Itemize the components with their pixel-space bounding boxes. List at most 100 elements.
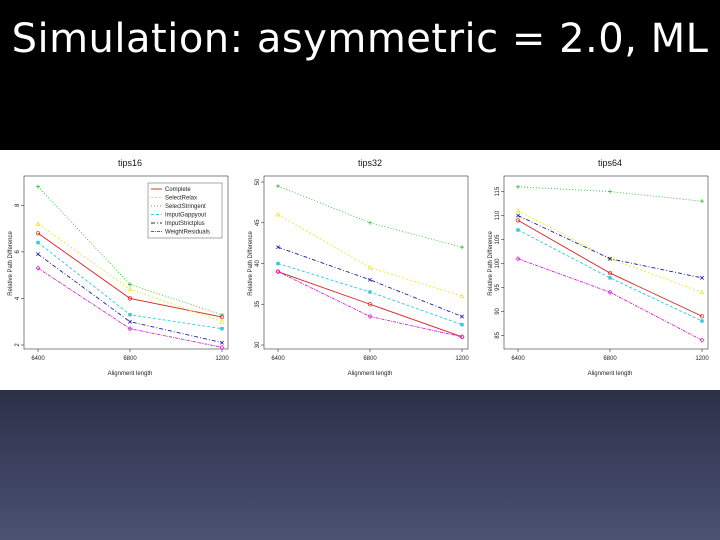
data-point	[128, 282, 132, 287]
data-point	[515, 218, 521, 223]
data-point	[516, 184, 520, 189]
data-point	[35, 231, 41, 236]
series-line	[517, 210, 703, 293]
chart-tips32: tips32 30 35 40 45 50 6400 6800 1200 Alignment le…	[248, 158, 469, 377]
x-axis-label: Alignment length	[348, 371, 393, 377]
data-point	[699, 314, 705, 319]
series-line	[37, 232, 223, 318]
data-point	[127, 326, 133, 332]
series-line	[37, 267, 223, 348]
chart-title: tips64	[598, 158, 622, 168]
data-point	[275, 211, 281, 217]
data-point	[699, 337, 705, 343]
data-point	[35, 265, 41, 271]
data-point	[607, 270, 613, 276]
data-point	[367, 313, 373, 319]
data-point	[700, 275, 704, 280]
data-point	[459, 334, 465, 340]
data-point	[275, 269, 281, 275]
chart-panel-tips64: tips64 85 90 95 100 105 110 115 6400 6800 1200 Alig…	[480, 150, 720, 390]
data-point	[276, 184, 280, 189]
series-line	[277, 263, 463, 326]
legend-label: Complete	[165, 187, 191, 193]
legend-label: ImputGappyout	[165, 213, 206, 219]
y-tick-label: 100	[495, 258, 501, 269]
data-point	[127, 286, 133, 292]
plot-frame	[23, 175, 229, 350]
series-line	[37, 186, 223, 316]
slide-bottom-band	[0, 390, 720, 540]
y-tick-label: 110	[495, 210, 501, 220]
data-point	[36, 184, 40, 189]
series-line	[37, 223, 223, 323]
data-point	[220, 312, 224, 317]
x-tick-label: 1200	[455, 356, 469, 362]
y-axis-label: Relative Path Difference	[488, 231, 494, 296]
data-point	[219, 318, 225, 324]
data-point	[608, 189, 612, 194]
series-line	[517, 219, 703, 317]
data-point	[608, 276, 612, 280]
legend-label: SelectStringent	[165, 204, 206, 210]
data-point	[36, 240, 40, 245]
y-tick-label: 90	[495, 307, 501, 314]
y-axis-label: Relative Path Difference	[248, 231, 254, 296]
x-tick-label: 1200	[695, 356, 709, 362]
y-tick-label: 115	[495, 186, 501, 196]
series-line	[277, 271, 463, 338]
y-tick-label: 4	[15, 296, 21, 300]
data-point	[700, 199, 704, 204]
data-point	[276, 245, 280, 250]
x-tick-label: 6400	[31, 356, 45, 362]
data-point	[459, 293, 465, 299]
x-tick-label: 6800	[603, 356, 617, 362]
data-point	[368, 220, 372, 225]
data-point	[220, 340, 224, 345]
series-line	[517, 229, 703, 322]
chart-tips64: tips64 85 90 95 100 105 110 115 6400 6800 1200 Alig…	[488, 158, 709, 377]
data-point	[515, 256, 521, 262]
series-line	[277, 246, 463, 317]
y-tick-label: 105	[495, 234, 501, 245]
data-point	[220, 327, 224, 331]
series-line	[277, 271, 463, 338]
plot-frame	[503, 175, 709, 350]
data-point	[460, 314, 464, 319]
data-point	[368, 290, 372, 294]
chart-title: tips16	[118, 158, 142, 168]
y-tick-label: 35	[255, 300, 261, 307]
data-point	[516, 213, 520, 218]
data-point	[128, 313, 132, 317]
series-line	[517, 215, 703, 279]
figure-strip: tips16 2 4 6 8 6400 6800 1200 Alignment length Re…	[0, 150, 720, 390]
y-tick-label: 8	[15, 203, 21, 207]
x-tick-label: 1200	[215, 356, 229, 362]
y-tick-label: 2	[15, 343, 21, 347]
data-point	[460, 322, 464, 327]
legend-label: WeightResiduals	[165, 230, 210, 236]
data-point	[276, 261, 280, 266]
legend-label: SelectRelax	[165, 196, 197, 202]
data-point	[516, 228, 520, 232]
x-tick-label: 6800	[123, 356, 137, 362]
y-tick-label: 6	[15, 250, 21, 254]
data-point	[607, 289, 613, 295]
chart-title: tips32	[358, 158, 382, 168]
y-tick-label: 45	[255, 219, 261, 226]
x-tick-label: 6400	[511, 356, 525, 362]
data-point	[367, 264, 373, 270]
data-point	[367, 302, 373, 307]
slide-title: Simulation: asymmetric = 2.0, ML	[11, 16, 709, 62]
legend-label: ImputStrictplus	[165, 221, 205, 227]
series-line	[517, 186, 703, 202]
x-tick-label: 6400	[271, 356, 285, 362]
data-point	[700, 319, 704, 323]
data-point	[368, 277, 372, 282]
data-point	[460, 245, 464, 250]
x-axis-label: Alignment length	[108, 371, 153, 377]
chart-panel-tips16: tips16 2 4 6 8 6400 6800 1200 Alignment length Re…	[0, 150, 240, 390]
data-point	[699, 289, 705, 295]
x-axis-label: Alignment length	[588, 371, 633, 377]
data-point	[35, 221, 41, 226]
series-line	[277, 214, 463, 297]
